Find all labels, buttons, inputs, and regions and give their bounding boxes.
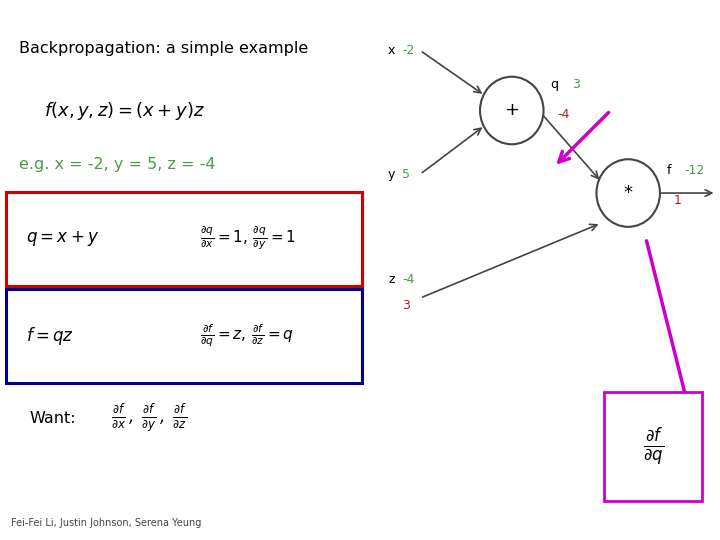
Text: -4: -4 — [402, 273, 415, 286]
Text: $\frac{\partial f}{\partial x}\,$, $\,\frac{\partial f}{\partial y}\,$, $\,\frac: $\frac{\partial f}{\partial x}\,$, $\,\f… — [111, 403, 188, 434]
Text: 5: 5 — [402, 168, 410, 181]
Text: -4: -4 — [557, 108, 570, 121]
Text: e.g. x = -2, y = 5, z = -4: e.g. x = -2, y = 5, z = -4 — [19, 157, 215, 172]
Text: $q = x + y$: $q = x + y$ — [26, 230, 99, 248]
Text: y: y — [388, 168, 395, 181]
FancyBboxPatch shape — [604, 392, 703, 502]
Circle shape — [480, 77, 544, 144]
Text: -12: -12 — [685, 164, 705, 177]
Text: Fei-Fei Li, Justin Johnson, Serena Yeung: Fei-Fei Li, Justin Johnson, Serena Yeung — [11, 518, 202, 528]
Text: $f(x,y,z) = (x+y)z$: $f(x,y,z) = (x+y)z$ — [45, 100, 205, 122]
FancyBboxPatch shape — [6, 289, 361, 383]
Text: q: q — [551, 78, 559, 91]
Text: z: z — [389, 273, 395, 286]
FancyBboxPatch shape — [6, 192, 361, 286]
Text: f: f — [667, 164, 672, 177]
Text: $f = qz$: $f = qz$ — [26, 325, 74, 347]
Text: 3: 3 — [572, 78, 580, 91]
Text: *: * — [624, 184, 633, 202]
Circle shape — [596, 159, 660, 227]
Text: -2: -2 — [402, 44, 415, 57]
Text: $\frac{\partial f}{\partial q}$: $\frac{\partial f}{\partial q}$ — [643, 426, 664, 468]
Text: Backpropagation: a simple example: Backpropagation: a simple example — [19, 40, 307, 56]
Text: $\frac{\partial f}{\partial q} = z,\, \frac{\partial f}{\partial z} = q$: $\frac{\partial f}{\partial q} = z,\, \f… — [200, 323, 294, 349]
Text: $\frac{\partial q}{\partial x} = 1,\, \frac{\partial q}{\partial y} = 1$: $\frac{\partial q}{\partial x} = 1,\, \f… — [200, 226, 297, 252]
Text: x: x — [388, 44, 395, 57]
Text: +: + — [504, 102, 519, 119]
Text: 1: 1 — [674, 194, 682, 207]
Text: 3: 3 — [402, 299, 410, 312]
Text: Want:: Want: — [30, 411, 76, 426]
